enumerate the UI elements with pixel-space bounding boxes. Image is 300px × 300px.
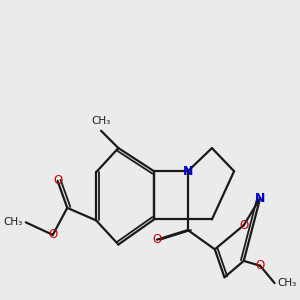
Text: O: O — [256, 259, 265, 272]
Text: CH₃: CH₃ — [278, 278, 297, 288]
Text: O: O — [239, 219, 248, 232]
Text: O: O — [48, 228, 57, 242]
Text: O: O — [53, 174, 62, 188]
Text: N: N — [255, 192, 265, 205]
Text: CH₃: CH₃ — [92, 116, 111, 126]
Text: CH₃: CH₃ — [4, 217, 23, 227]
Text: N: N — [183, 165, 193, 178]
Text: O: O — [152, 233, 162, 246]
